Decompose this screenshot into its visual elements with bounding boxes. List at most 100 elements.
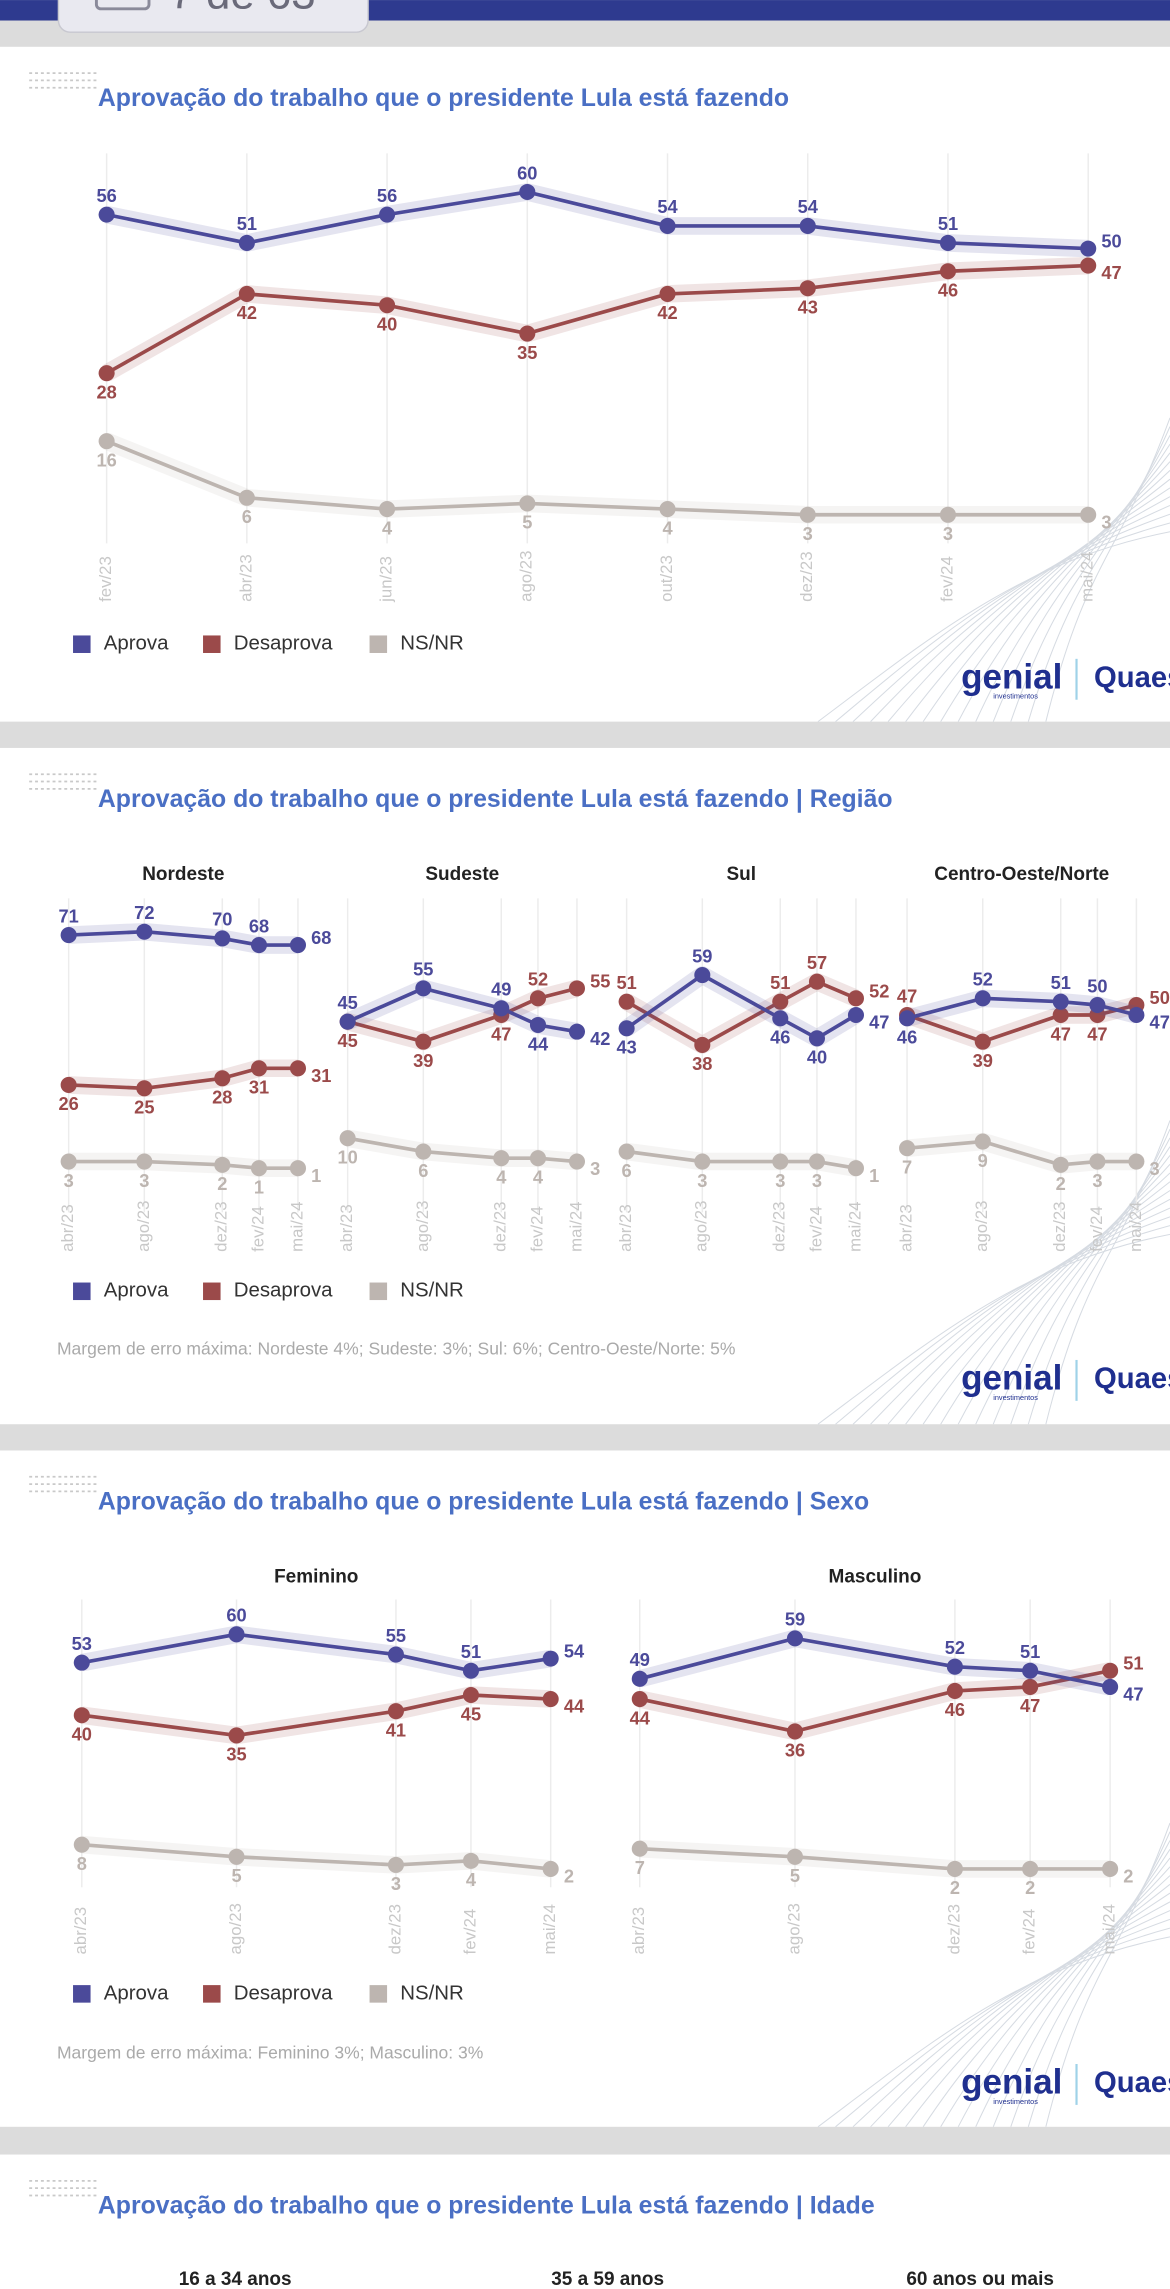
value-label: 4 xyxy=(466,1869,477,1890)
value-label: 50 xyxy=(1101,231,1121,252)
value-label: 38 xyxy=(692,1053,712,1074)
point xyxy=(618,1020,635,1037)
decor-wave xyxy=(1045,1822,1170,2127)
point xyxy=(631,1670,648,1687)
decor-wave xyxy=(887,1198,1170,1425)
value-label: 3 xyxy=(697,1170,707,1191)
point xyxy=(379,297,396,314)
point xyxy=(659,285,676,302)
value-label: 52 xyxy=(869,980,889,1001)
point xyxy=(568,980,585,997)
point xyxy=(415,1033,432,1050)
point xyxy=(568,1153,585,1170)
point xyxy=(1022,1860,1039,1877)
point xyxy=(946,1682,963,1699)
value-label: 3 xyxy=(1150,1158,1160,1179)
point xyxy=(387,1856,404,1873)
point xyxy=(60,927,77,944)
x-tick-label: ago/23 xyxy=(784,1903,803,1954)
point xyxy=(847,990,864,1007)
logo-sub: investimentos xyxy=(993,1393,1038,1402)
point xyxy=(899,1010,916,1027)
point xyxy=(519,183,536,201)
point xyxy=(136,923,153,940)
value-label: 3 xyxy=(812,1170,822,1191)
value-label: 2 xyxy=(564,1866,574,1887)
decor-wave xyxy=(852,1216,1170,1425)
value-label: 47 xyxy=(1123,1684,1143,1705)
point xyxy=(542,1650,559,1667)
value-label: 4 xyxy=(496,1166,507,1187)
value-label: 68 xyxy=(311,927,331,948)
legend-swatch xyxy=(369,635,388,653)
decor-wave xyxy=(1045,1120,1170,1425)
value-label: 50 xyxy=(1150,987,1170,1008)
x-tick-label: fev/24 xyxy=(806,1206,825,1252)
point xyxy=(631,1840,648,1857)
value-label: 2 xyxy=(950,1877,960,1898)
point xyxy=(808,973,826,990)
decor-wave xyxy=(870,1910,1170,2128)
point xyxy=(631,1691,648,1708)
point xyxy=(1080,506,1097,523)
value-label: 59 xyxy=(785,1609,805,1630)
point xyxy=(519,325,536,342)
value-label: 3 xyxy=(1092,1170,1102,1191)
value-label: 44 xyxy=(630,1707,651,1728)
line xyxy=(106,190,1089,251)
x-tick-label: fev/24 xyxy=(1020,1909,1039,1955)
legend-label: Desaprova xyxy=(234,1279,333,1302)
decor-wave xyxy=(817,1233,1170,1425)
decor-wave xyxy=(887,1901,1170,2128)
value-label: 9 xyxy=(978,1150,988,1171)
value-label: 45 xyxy=(461,1703,481,1724)
point xyxy=(946,1860,963,1877)
x-tick-label: mai/24 xyxy=(845,1201,864,1251)
value-label: 56 xyxy=(96,185,116,206)
value-label: 3 xyxy=(943,523,953,544)
panel-title: Masculino xyxy=(829,1567,922,1588)
chart-title: Aprovação do trabalho que o presidente L… xyxy=(98,2193,875,2220)
value-label: 44 xyxy=(528,1033,549,1054)
point xyxy=(415,1143,432,1160)
logo-partner: Quaest xyxy=(1094,2067,1170,2099)
point xyxy=(462,1852,479,1869)
point xyxy=(462,1662,479,1679)
panel-title: Centro-Oeste/Norte xyxy=(934,864,1109,885)
value-label: 28 xyxy=(212,1087,232,1108)
value-label: 71 xyxy=(58,905,78,926)
point xyxy=(98,433,115,450)
point xyxy=(786,1848,804,1865)
point xyxy=(493,1000,510,1017)
decor-wave xyxy=(817,531,1170,723)
x-tick-label: fev/24 xyxy=(460,1909,479,1955)
value-label: 35 xyxy=(517,342,537,363)
point xyxy=(379,501,396,518)
point xyxy=(694,1153,711,1170)
decor-wave xyxy=(905,1892,1170,2128)
point xyxy=(379,206,396,223)
value-label: 57 xyxy=(807,952,827,973)
point xyxy=(387,1646,404,1663)
point xyxy=(339,1013,356,1030)
card xyxy=(0,46,1170,722)
value-label: 54 xyxy=(564,1641,585,1662)
x-tick-label: mai/24 xyxy=(287,1201,306,1251)
point xyxy=(1052,993,1069,1010)
x-tick-label: mai/24 xyxy=(1078,551,1097,601)
card xyxy=(0,2154,1170,2289)
x-tick-label: out/23 xyxy=(657,555,676,602)
point xyxy=(60,1076,77,1093)
x-tick-label: dez/23 xyxy=(385,1904,404,1954)
value-label: 47 xyxy=(1150,1012,1170,1033)
point xyxy=(847,1006,864,1024)
value-label: 42 xyxy=(657,302,677,323)
point xyxy=(73,1654,90,1671)
x-tick-label: jun/23 xyxy=(377,556,396,603)
point xyxy=(1089,996,1106,1014)
point xyxy=(136,1080,153,1097)
decor-wave xyxy=(852,513,1170,723)
value-label: 56 xyxy=(377,185,397,206)
point xyxy=(1128,1006,1145,1024)
